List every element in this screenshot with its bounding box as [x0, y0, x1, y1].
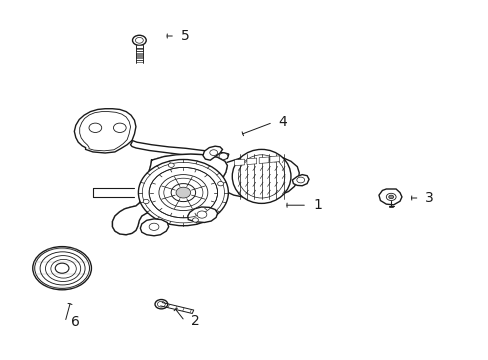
Polygon shape	[219, 156, 299, 198]
Polygon shape	[378, 189, 401, 205]
Circle shape	[155, 300, 167, 309]
Circle shape	[33, 247, 91, 290]
Polygon shape	[130, 140, 228, 159]
Polygon shape	[203, 146, 222, 160]
Polygon shape	[187, 207, 217, 222]
Ellipse shape	[232, 149, 290, 203]
Circle shape	[132, 35, 146, 45]
Circle shape	[138, 159, 228, 226]
Circle shape	[192, 218, 198, 222]
Circle shape	[197, 211, 206, 218]
Circle shape	[219, 153, 227, 159]
Text: 6: 6	[71, 315, 80, 329]
Circle shape	[217, 181, 223, 186]
Circle shape	[388, 195, 393, 199]
Polygon shape	[259, 157, 268, 163]
Circle shape	[149, 223, 159, 230]
Text: 2: 2	[190, 314, 199, 328]
Circle shape	[149, 167, 217, 218]
Text: 3: 3	[425, 191, 433, 205]
Polygon shape	[292, 175, 308, 186]
Circle shape	[296, 177, 304, 183]
Polygon shape	[112, 154, 227, 235]
Polygon shape	[136, 49, 142, 51]
Circle shape	[113, 123, 126, 132]
Polygon shape	[136, 45, 142, 48]
Text: 5: 5	[181, 29, 189, 43]
Text: 4: 4	[278, 116, 287, 129]
Circle shape	[171, 184, 195, 202]
Circle shape	[209, 150, 217, 156]
Circle shape	[55, 263, 69, 273]
Circle shape	[176, 187, 190, 198]
Text: 1: 1	[312, 198, 321, 212]
Polygon shape	[80, 112, 130, 151]
Polygon shape	[136, 60, 142, 62]
Circle shape	[386, 193, 395, 201]
Polygon shape	[136, 53, 142, 55]
Circle shape	[143, 199, 149, 204]
Circle shape	[168, 163, 174, 167]
Polygon shape	[269, 156, 279, 162]
Polygon shape	[112, 154, 227, 235]
Polygon shape	[234, 159, 244, 166]
Polygon shape	[246, 158, 256, 165]
Polygon shape	[74, 109, 136, 153]
Polygon shape	[140, 219, 168, 236]
Circle shape	[159, 175, 207, 211]
Polygon shape	[136, 56, 142, 58]
Circle shape	[89, 123, 102, 132]
